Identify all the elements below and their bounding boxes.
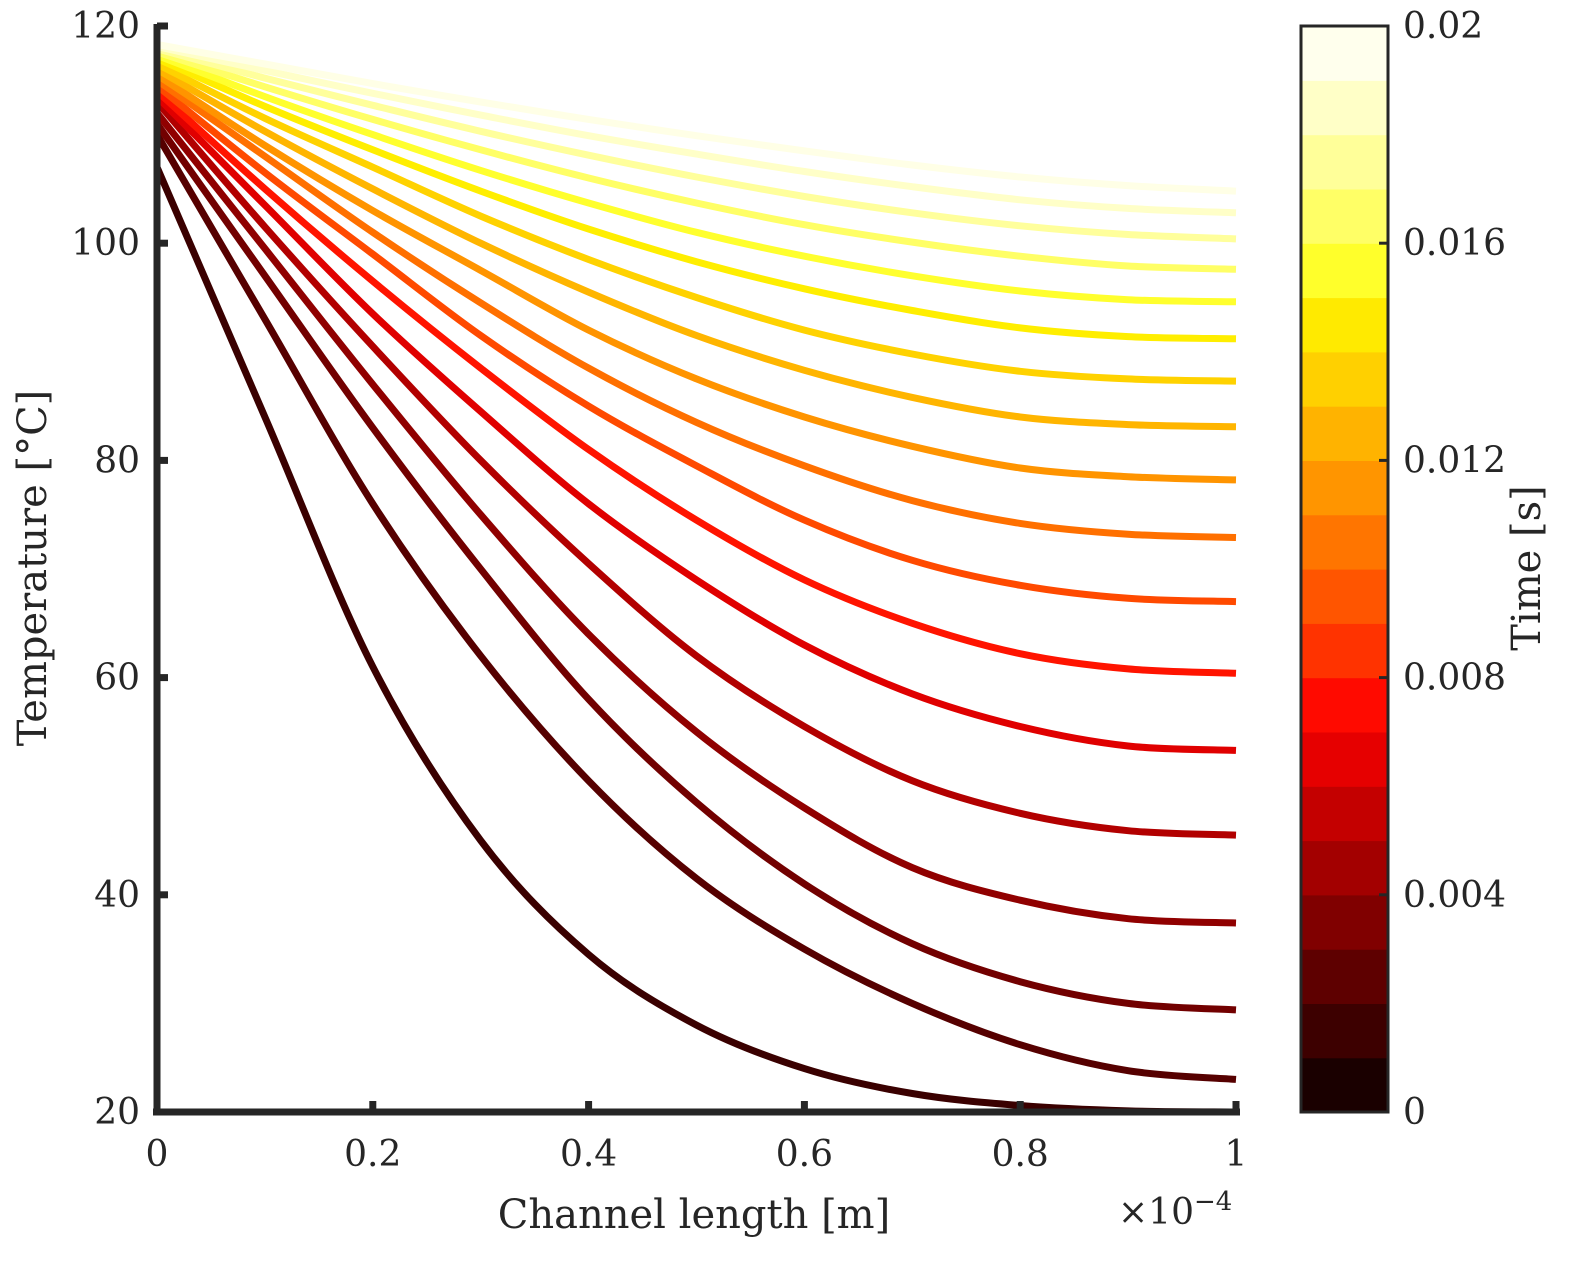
colorbar-segment: [1301, 243, 1388, 299]
y-axis-label: Temperature [°C]: [10, 390, 56, 747]
colorbar-segment: [1301, 1003, 1388, 1059]
y-tick-label: 120: [71, 6, 140, 47]
colorbar-segment: [1301, 297, 1388, 353]
x-tick-label: 1: [1225, 1134, 1248, 1175]
colorbar-segment: [1301, 26, 1388, 81]
y-tick-label: 40: [94, 875, 140, 916]
y-tick-label: 100: [71, 223, 140, 264]
x-axis-exponent: ×10−4: [1118, 1187, 1232, 1233]
x-tick-label: 0.8: [992, 1134, 1049, 1175]
x-tick-label: 0.6: [776, 1134, 833, 1175]
colorbar-segment: [1301, 677, 1388, 733]
colorbar-tick-label: 0.012: [1403, 440, 1506, 481]
colorbar-tick-label: 0: [1403, 1092, 1426, 1133]
colorbar-segment: [1301, 80, 1388, 136]
colorbar-segments: [1301, 26, 1388, 1113]
series-line-9: [154, 77, 1237, 541]
y-tick-label: 20: [94, 1092, 140, 1133]
colorbar-segment: [1301, 786, 1388, 842]
series-line-17: [156, 43, 1237, 217]
x-exponent-base: ×10: [1118, 1192, 1194, 1233]
colorbar-segment: [1301, 460, 1388, 516]
colorbar-segment: [1301, 840, 1388, 896]
series-line-6: [154, 94, 1237, 754]
series-line-4: [154, 110, 1237, 927]
y-ticks: 20 40 60 80 100 120: [71, 6, 168, 1133]
series-line-2: [153, 132, 1237, 1083]
x-axis-label: Channel length [m]: [498, 1192, 890, 1238]
plot-area: 0 0.2 0.4 0.6 0.8 1 20 40 60 80 100 120: [71, 6, 1247, 1175]
colorbar-segment: [1301, 569, 1388, 624]
colorbar-segment: [1301, 188, 1388, 244]
x-exponent-power: −4: [1194, 1187, 1232, 1217]
colorbar-segment: [1301, 134, 1388, 190]
colorbar-segment: [1301, 351, 1388, 407]
colorbar-tick-label: 0.008: [1403, 658, 1506, 699]
series-line-18: [156, 41, 1237, 195]
series-line-12: [155, 60, 1237, 385]
series-line-15: [155, 48, 1237, 273]
series-line-10: [155, 71, 1237, 484]
colorbar-label: Time [s]: [1504, 485, 1550, 651]
series-line-13: [155, 55, 1237, 343]
x-tick-label: 0.4: [560, 1134, 617, 1175]
series-line-8: [154, 82, 1237, 606]
series-line-14: [155, 52, 1237, 306]
y-tick-label: 80: [94, 440, 140, 481]
colorbar-ticks: 0 0.004 0.008 0.012 0.016 0.02: [1379, 6, 1506, 1133]
colorbar-tick-label: 0.016: [1403, 223, 1506, 264]
series-line-16: [156, 45, 1237, 243]
colorbar-segment: [1301, 949, 1388, 1004]
series-line-3: [154, 121, 1237, 1014]
axes: [153, 24, 1240, 1116]
series-line-7: [154, 88, 1237, 677]
colorbar: 0 0.004 0.008 0.012 0.016 0.02 Time [s]: [1299, 6, 1550, 1133]
colorbar-segment: [1301, 1057, 1388, 1113]
colorbar-segment: [1301, 623, 1388, 679]
colorbar-frame: [1299, 24, 1390, 1114]
y-tick-label: 60: [94, 658, 140, 699]
x-tick-label: 0.2: [344, 1134, 401, 1175]
x-ticks: 0 0.2 0.4 0.6 0.8 1: [146, 1101, 1248, 1175]
colorbar-segment: [1301, 731, 1388, 787]
series-lines: [153, 41, 1237, 1116]
series-line-1: [153, 165, 1237, 1116]
colorbar-segment: [1301, 514, 1388, 570]
series-line-5: [154, 99, 1237, 839]
series-line-11: [155, 66, 1237, 431]
colorbar-segment: [1301, 894, 1388, 950]
colorbar-segment: [1301, 406, 1388, 461]
x-tick-label: 0: [146, 1134, 169, 1175]
colorbar-tick-label: 0.02: [1403, 6, 1483, 47]
colorbar-tick-label: 0.004: [1403, 875, 1506, 916]
